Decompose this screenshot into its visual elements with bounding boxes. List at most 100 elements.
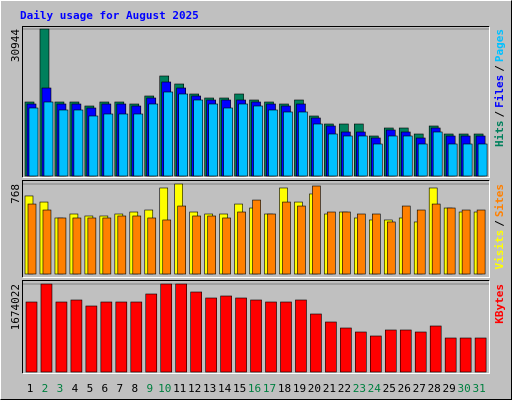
panel-bevel (22, 180, 490, 278)
bar (72, 217, 82, 275)
bar (85, 305, 98, 373)
bar (55, 301, 68, 373)
bar (474, 337, 487, 373)
x-tick-label: 20 (308, 382, 321, 395)
bar (145, 293, 158, 373)
bar (295, 299, 307, 373)
bar (444, 337, 457, 373)
bar (298, 111, 308, 177)
bar (310, 313, 322, 373)
x-tick-label: 2 (42, 382, 49, 395)
bar (27, 203, 37, 275)
x-tick-label: 29 (443, 382, 456, 395)
bar (459, 337, 472, 373)
bar (429, 325, 442, 373)
bar (115, 301, 128, 373)
bar (238, 103, 248, 177)
bar (328, 133, 338, 177)
bar (447, 143, 458, 177)
x-tick-label: 9 (146, 382, 153, 395)
x-tick-label: 28 (428, 382, 441, 395)
bar (357, 213, 366, 275)
bar (417, 143, 428, 177)
bar (42, 209, 52, 275)
legend-entry: Files (493, 75, 506, 108)
bar (28, 107, 39, 177)
bar (384, 329, 397, 373)
bar (148, 103, 159, 177)
bar (402, 135, 413, 177)
bar (147, 217, 157, 275)
y-tick-label: 30944 (9, 29, 22, 62)
x-tick-label: 30 (458, 382, 471, 395)
x-tick-label: 13 (203, 382, 216, 395)
bar (100, 301, 113, 373)
bar (235, 297, 247, 373)
bar (177, 205, 186, 275)
bar (253, 105, 263, 177)
x-tick-label: 14 (218, 382, 232, 395)
bar (208, 103, 218, 177)
x-tick-label: 10 (158, 382, 171, 395)
bar (222, 217, 231, 275)
bar (103, 113, 114, 177)
panel-bevel (22, 26, 490, 178)
bar (250, 299, 262, 373)
bar (57, 217, 67, 275)
bar (340, 327, 352, 373)
bar (102, 217, 112, 275)
bar (342, 211, 351, 275)
panel-bevel (22, 280, 490, 374)
bar (401, 205, 411, 275)
bar (43, 101, 54, 177)
bar (162, 219, 172, 275)
bar (223, 107, 233, 177)
x-tick-label: 25 (383, 382, 396, 395)
bar (88, 115, 99, 177)
bar (160, 283, 173, 373)
bar (358, 135, 368, 177)
bar (387, 135, 398, 177)
bar (355, 331, 367, 373)
x-tick-label: 4 (72, 382, 79, 395)
bar (431, 203, 441, 275)
x-tick-label: 24 (368, 382, 382, 395)
bar (252, 199, 261, 275)
bar (178, 93, 188, 177)
bar (477, 143, 488, 177)
bar (313, 123, 323, 177)
bar (193, 99, 203, 177)
bar (268, 109, 278, 177)
bar (205, 297, 217, 373)
bar (399, 329, 412, 373)
bar (130, 301, 143, 373)
panel-bevel (22, 280, 490, 374)
bar (207, 215, 216, 275)
legend-separator: / (493, 65, 506, 72)
y-tick-label: 768 (9, 184, 22, 204)
bar (73, 109, 84, 177)
x-tick-label: 8 (131, 382, 138, 395)
bar (370, 335, 382, 373)
bar (416, 209, 426, 275)
x-tick-label: 6 (102, 382, 109, 395)
x-tick-label: 18 (278, 382, 291, 395)
panel-bevel (22, 26, 490, 178)
bar (58, 109, 69, 177)
bar (432, 131, 443, 177)
x-tick-label: 5 (87, 382, 94, 395)
bar (132, 215, 142, 275)
legend: Visits / Sites (493, 184, 506, 270)
x-tick-label: 12 (188, 382, 201, 395)
chart-title: Daily usage for August 2025 (20, 9, 199, 22)
bar (282, 201, 291, 275)
x-tick-label: 16 (248, 382, 261, 395)
bar (220, 295, 232, 373)
bar (414, 331, 427, 373)
x-tick-label: 7 (117, 382, 124, 395)
bar (192, 215, 201, 275)
x-tick-label: 17 (263, 382, 276, 395)
